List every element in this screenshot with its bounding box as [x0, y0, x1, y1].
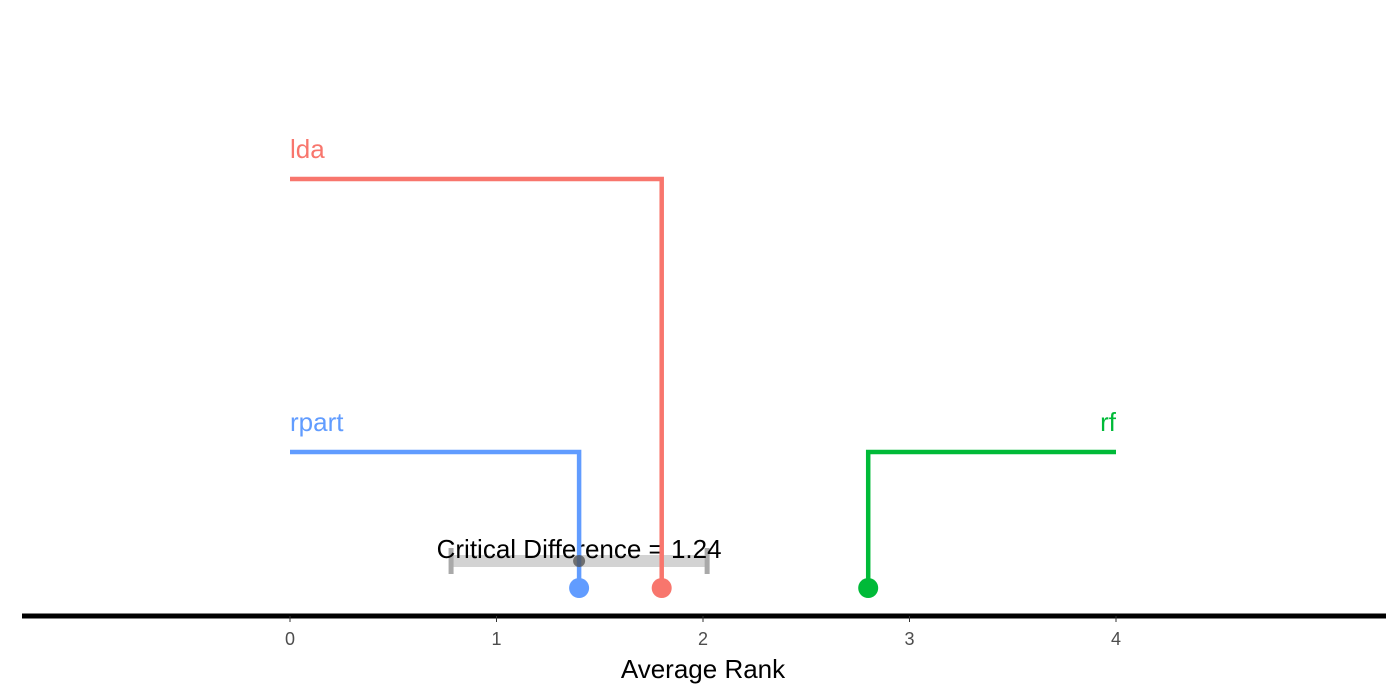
learner-label: rf — [1100, 407, 1117, 437]
x-axis: 0 1 2 3 4 — [22, 613, 1386, 649]
learner-line — [865, 449, 1116, 588]
learner-rf: rf — [858, 407, 1117, 598]
learner-line — [290, 449, 582, 588]
learner-rank-point — [651, 578, 672, 598]
learner-label: rpart — [290, 407, 344, 437]
learner-rank-point — [569, 578, 590, 598]
x-axis-title: Average Rank — [621, 654, 786, 684]
x-tick-label: 1 — [491, 629, 501, 649]
x-tick-label: 4 — [1111, 629, 1121, 649]
learner-rank-point — [858, 578, 879, 598]
x-tick-label: 0 — [285, 629, 295, 649]
learner-lda: lda — [290, 134, 672, 598]
learner-lines-group: lda rpart rf — [290, 134, 1117, 598]
learner-label: lda — [290, 134, 325, 164]
x-tick-label: 2 — [698, 629, 708, 649]
learner-line — [290, 176, 664, 588]
learner-rpart: rpart — [290, 407, 590, 598]
x-tick-label: 3 — [904, 629, 914, 649]
cd-center-point — [573, 555, 586, 567]
